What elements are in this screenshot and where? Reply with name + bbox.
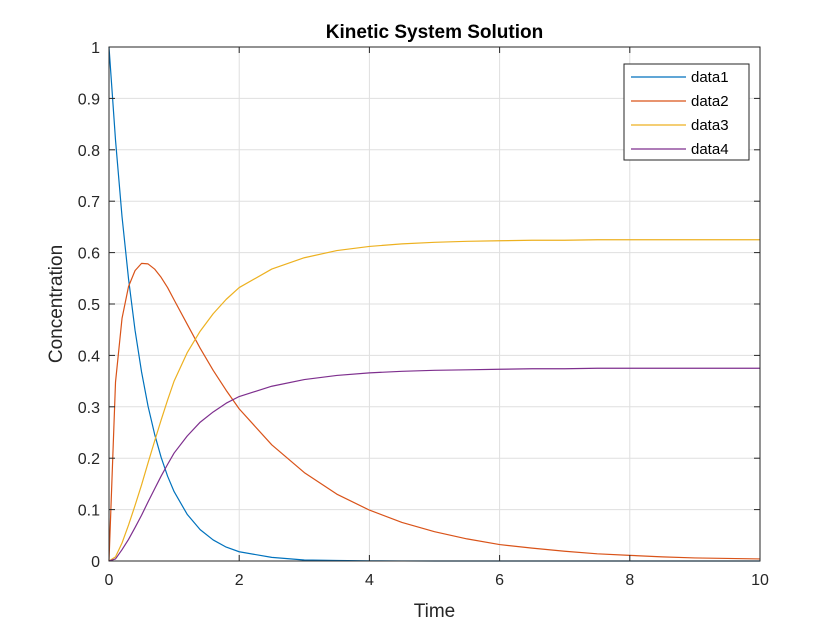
- series-line-data3: [108, 239, 760, 562]
- y-tick-label: 0.4: [78, 348, 100, 365]
- y-tick-label: 0.1: [78, 503, 100, 520]
- y-tick-label: 0.3: [78, 400, 100, 417]
- y-tick-labels: 0 0.1 0.2 0.3 0.4 0.5 0.6 0.7 0.8 0.9 1: [78, 40, 100, 571]
- series-line-data4: [108, 367, 760, 562]
- legend-label-data2: data2: [691, 93, 729, 110]
- y-tick-label: 0.8: [78, 143, 100, 160]
- x-tick-label: 2: [235, 572, 244, 589]
- y-tick-label: 0: [91, 554, 100, 571]
- legend: data1 data2 data3 data4: [623, 63, 750, 161]
- grid: [109, 47, 760, 561]
- y-tick-label: 1: [91, 40, 100, 57]
- chart-title: Kinetic System Solution: [326, 22, 543, 43]
- legend-label-data1: data1: [691, 69, 729, 86]
- legend-label-data4: data4: [691, 141, 729, 158]
- y-tick-label: 0.9: [78, 91, 100, 108]
- x-tick-label: 0: [105, 572, 114, 589]
- x-tick-label: 4: [365, 572, 374, 589]
- x-tick-label: 10: [751, 572, 769, 589]
- y-tick-label: 0.6: [78, 246, 100, 263]
- x-axis-label: Time: [414, 601, 456, 622]
- x-tick-label: 6: [495, 572, 504, 589]
- x-tick-label: 8: [625, 572, 634, 589]
- y-axis-label: Concentration: [46, 245, 67, 363]
- legend-label-data3: data3: [691, 117, 729, 134]
- ticks: [108, 46, 761, 562]
- x-tick-labels: 0 2 4 6 8 10: [105, 572, 769, 589]
- y-tick-label: 0.7: [78, 194, 100, 211]
- series-line-data2: [108, 262, 761, 562]
- legend-box: [623, 63, 750, 161]
- y-tick-label: 0.2: [78, 451, 100, 468]
- y-tick-label: 0.5: [78, 297, 100, 314]
